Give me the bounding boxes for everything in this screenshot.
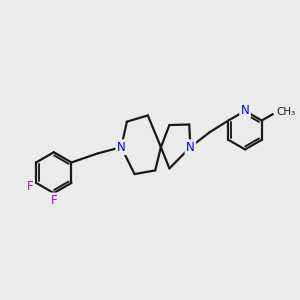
Text: N: N [186,141,195,154]
Text: N: N [117,141,126,154]
Text: N: N [241,104,249,117]
Text: F: F [26,180,33,193]
Text: CH₃: CH₃ [276,107,296,117]
Text: F: F [50,194,57,207]
